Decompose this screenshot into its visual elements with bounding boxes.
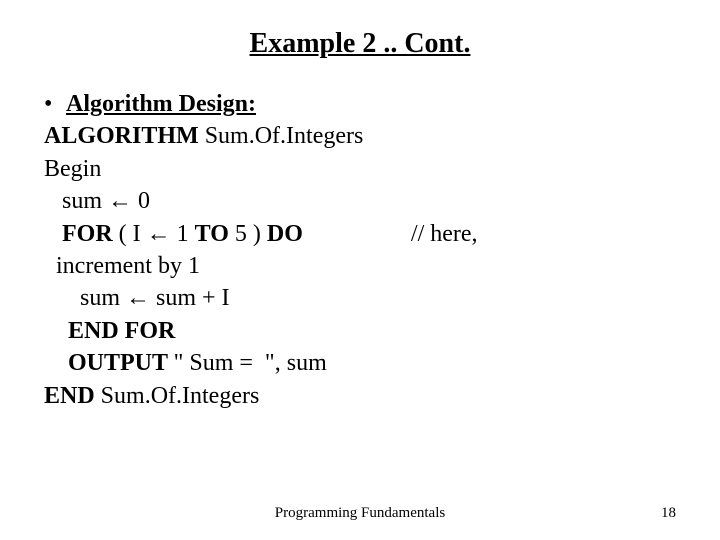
slide: Example 2 .. Cont. • Algorithm Design: A… xyxy=(0,0,720,540)
line-sum-assign: sum ← sum + I xyxy=(44,282,676,314)
for-a: ( I xyxy=(113,221,147,247)
kw-to: TO xyxy=(195,221,229,247)
for-comment: // here, xyxy=(303,221,478,247)
footer-text: Programming Fundamentals xyxy=(275,505,445,522)
kw-do: DO xyxy=(267,221,303,247)
arrow-icon: ← xyxy=(126,285,150,311)
kw-algorithm: ALGORITHM xyxy=(44,123,199,149)
alg-name: Sum.Of.Integers xyxy=(199,123,364,149)
kw-for: FOR xyxy=(44,221,113,247)
line-increment: increment by 1 xyxy=(44,250,676,282)
line-output: OUTPUT " Sum = ", sum xyxy=(44,347,676,379)
line-algorithm: ALGORITHM Sum.Of.Integers xyxy=(44,120,676,152)
kw-end: END xyxy=(44,383,95,409)
content-block: • Algorithm Design: ALGORITHM Sum.Of.Int… xyxy=(44,88,676,412)
title-text: Example 2 .. Cont. xyxy=(250,28,471,59)
line-begin: Begin xyxy=(44,153,676,185)
end-rest: Sum.Of.Integers xyxy=(95,383,260,409)
sum-init-a: sum xyxy=(44,188,108,214)
arrow-icon: ← xyxy=(108,188,132,214)
sum-assign-b: sum + I xyxy=(150,285,230,311)
output-rest: " Sum = ", sum xyxy=(174,350,327,376)
sum-init-b: 0 xyxy=(132,188,150,214)
page-number: 18 xyxy=(661,505,676,522)
slide-title: Example 2 .. Cont. xyxy=(44,28,676,60)
kw-output: OUTPUT xyxy=(44,350,174,376)
bullet-row: • Algorithm Design: xyxy=(44,88,676,120)
line-for: FOR ( I ← 1 TO 5 ) DO // here, xyxy=(44,218,676,250)
line-sum-init: sum ← 0 xyxy=(44,185,676,217)
sum-assign-a: sum xyxy=(44,285,126,311)
bullet-dot: • xyxy=(44,88,66,120)
line-endfor: END FOR xyxy=(44,315,676,347)
for-b: 1 xyxy=(171,221,195,247)
for-c: 5 ) xyxy=(229,221,267,247)
line-end: END Sum.Of.Integers xyxy=(44,380,676,412)
bullet-label: Algorithm Design: xyxy=(66,88,256,120)
footer: Programming Fundamentals xyxy=(0,505,720,522)
arrow-icon: ← xyxy=(147,221,171,247)
